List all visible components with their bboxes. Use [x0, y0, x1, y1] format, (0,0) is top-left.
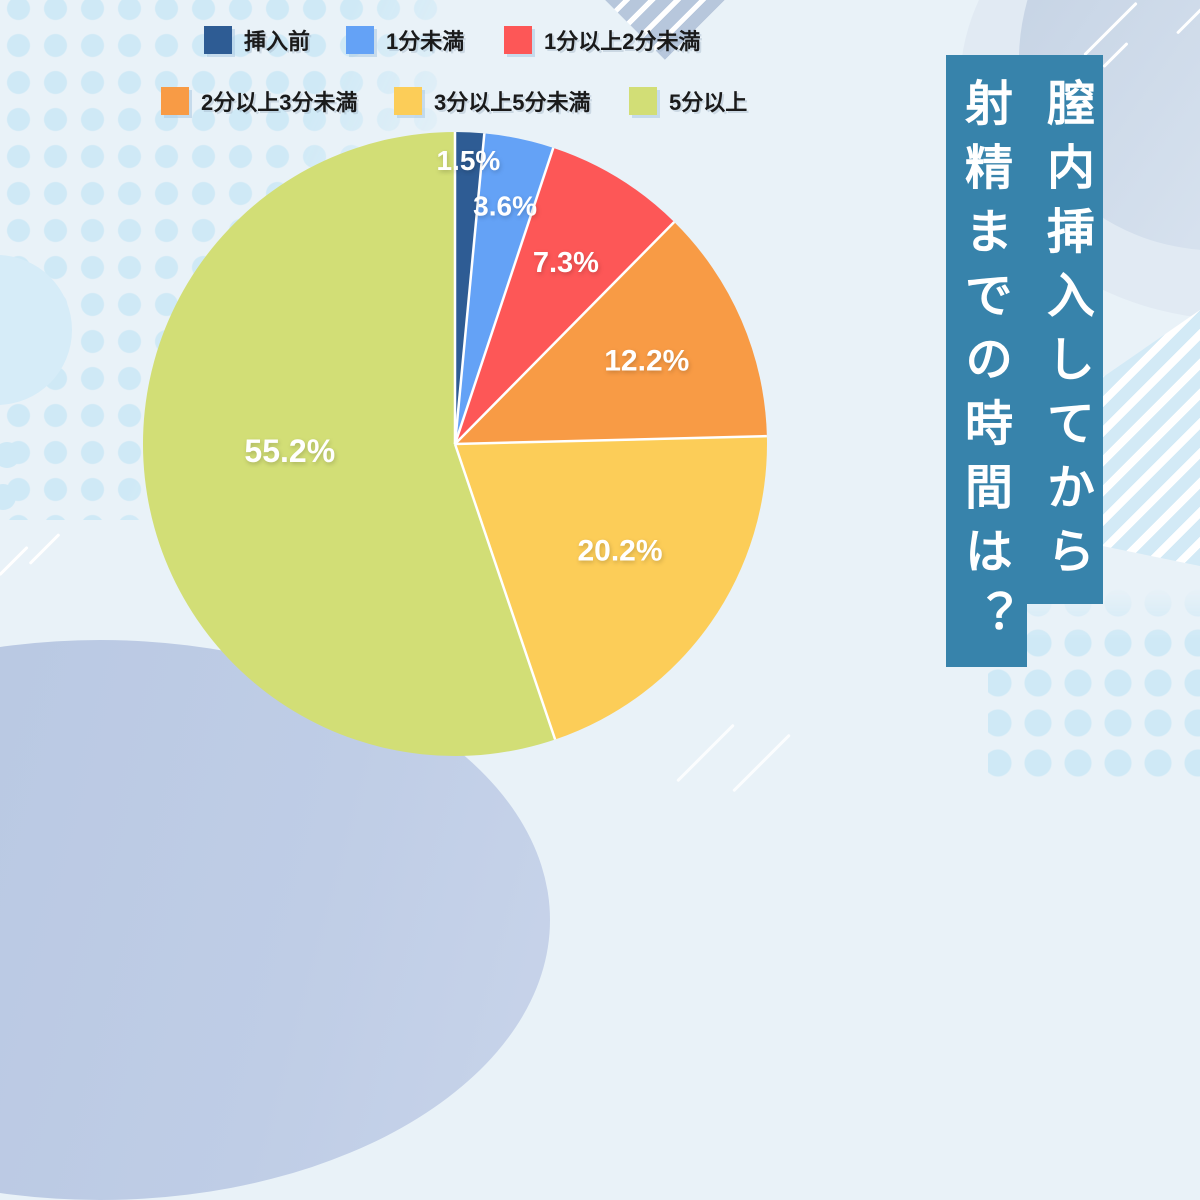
- legend-item-label: 3分以上5分未満: [434, 90, 591, 115]
- legend-item: 挿入前: [204, 24, 310, 56]
- legend-swatch: [394, 87, 422, 115]
- pie-slice-separator: [454, 221, 676, 445]
- title-panel-bg-right: [1027, 55, 1103, 604]
- legend-item: 3分以上5分未満: [394, 85, 590, 117]
- pie-slice-2: [455, 147, 675, 444]
- pie-chart: 1.5% 3.6% 7.3% 12.2% 20.2% 55.2%: [125, 114, 785, 774]
- legend-item: 1分以上2分未満: [504, 24, 700, 56]
- legend-item: 5分以上: [629, 85, 747, 117]
- legend-item: 2分以上3分未満: [161, 85, 357, 117]
- legend-swatch: [346, 26, 374, 54]
- pie-slice-separator: [453, 443, 557, 740]
- pie-slice-separator: [454, 434, 767, 446]
- pie-slice-separator: [453, 133, 486, 445]
- page-title-column-2: 射精までの時間は？: [957, 78, 1010, 654]
- pie-slice-5: [142, 132, 556, 756]
- legend-item-label: 2分以上3分未満: [201, 90, 358, 115]
- pie-percent-label-1: 3.6%: [473, 190, 537, 221]
- legend-item-label: 挿入前: [244, 29, 311, 54]
- legend-item-label: 1分以上2分未満: [544, 29, 701, 54]
- legend-swatch: [629, 87, 657, 115]
- pie-chart-svg: 1.5% 3.6% 7.3% 12.2% 20.2% 55.2%: [142, 132, 767, 756]
- legend-item: 1分未満: [346, 24, 464, 56]
- pie-slice-4: [455, 436, 767, 740]
- pie-percent-label-2: 7.3%: [533, 247, 599, 279]
- legend-swatch: [204, 26, 232, 54]
- page-title-column-1: 膣内挿入してから: [1039, 78, 1092, 590]
- pie-slice-3: [455, 222, 767, 444]
- legend-item-label: 1分未満: [386, 29, 465, 54]
- legend-item-label: 5分以上: [669, 90, 748, 115]
- pie-percent-label-4: 20.2%: [577, 534, 662, 567]
- decor-dot: [0, 442, 20, 468]
- legend-swatch: [504, 26, 532, 54]
- title-panel-bg-left: [946, 55, 1027, 667]
- pie-percent-label-3: 12.2%: [604, 345, 689, 378]
- pie-percent-label-5: 55.2%: [244, 433, 335, 469]
- decor-dot: [0, 484, 16, 510]
- legend-swatch: [161, 87, 189, 115]
- pie-percent-label-0: 1.5%: [436, 145, 500, 176]
- pie-slice-separator: [453, 147, 555, 445]
